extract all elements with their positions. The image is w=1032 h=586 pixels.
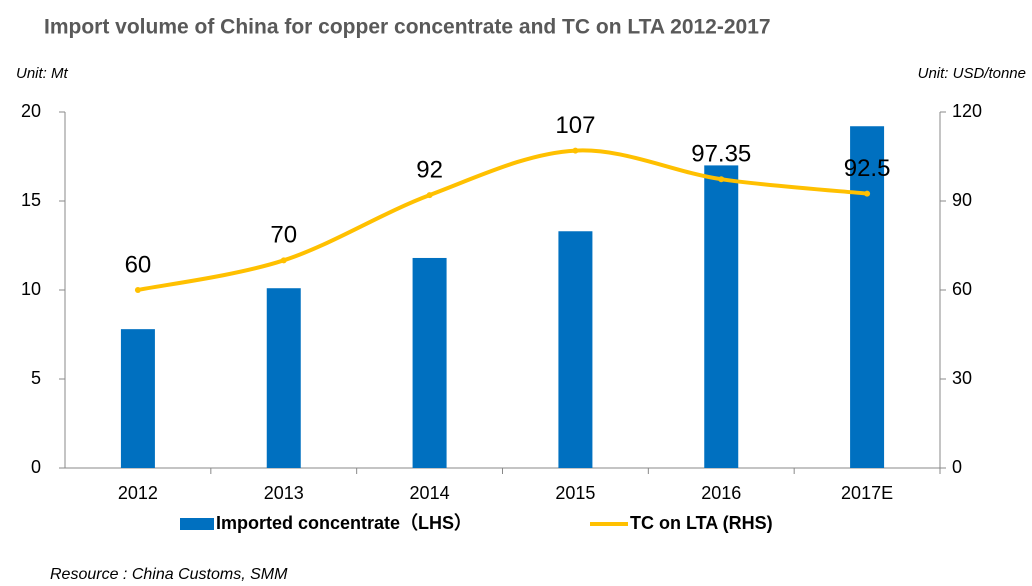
data-label: 70 bbox=[270, 222, 297, 249]
bar bbox=[120, 329, 155, 468]
y-tick-label: 10 bbox=[21, 279, 41, 299]
line-point bbox=[572, 147, 579, 154]
y2-tick-label: 90 bbox=[952, 190, 972, 210]
data-label: 107 bbox=[555, 112, 595, 139]
y2-axis-label: Unit: USD/tonne bbox=[918, 65, 1026, 82]
bar bbox=[266, 288, 301, 468]
bar bbox=[850, 126, 885, 469]
line-point bbox=[864, 190, 871, 197]
x-tick-label: 2015 bbox=[555, 483, 595, 503]
y2-tick-label: 0 bbox=[952, 457, 962, 477]
chart-title: Import volume of China for copper concen… bbox=[44, 16, 771, 39]
legend-label: TC on LTA (RHS) bbox=[630, 513, 773, 533]
data-label: 92.5 bbox=[844, 155, 891, 182]
data-label: 92 bbox=[416, 156, 443, 183]
line-point bbox=[280, 257, 287, 264]
source-note: Resource : China Customs, SMM bbox=[50, 566, 288, 583]
data-label: 97.35 bbox=[691, 141, 751, 168]
bar bbox=[558, 231, 593, 468]
x-tick-label: 2017E bbox=[841, 483, 893, 503]
y2-tick-label: 60 bbox=[952, 279, 972, 299]
y-tick-label: 15 bbox=[21, 190, 41, 210]
x-tick-label: 2014 bbox=[410, 483, 450, 503]
y-axis-label: Unit: Mt bbox=[16, 65, 69, 82]
x-tick-label: 2013 bbox=[264, 483, 304, 503]
line-point bbox=[134, 287, 141, 293]
bar bbox=[412, 257, 447, 468]
legend-label: Imported concentrate（LHS） bbox=[216, 513, 472, 533]
bar bbox=[704, 165, 739, 468]
y-tick-label: 20 bbox=[21, 101, 41, 121]
line bbox=[137, 148, 868, 292]
y2-tick-label: 30 bbox=[952, 368, 972, 388]
line-point bbox=[718, 176, 725, 183]
legend-swatch bbox=[180, 518, 214, 530]
y-tick-label: 5 bbox=[31, 368, 41, 388]
x-tick-label: 2016 bbox=[701, 483, 741, 503]
y-tick-label: 0 bbox=[31, 457, 41, 477]
x-tick-label: 2012 bbox=[118, 483, 158, 503]
data-label: 60 bbox=[125, 251, 152, 278]
y2-tick-label: 120 bbox=[952, 101, 982, 121]
line-point bbox=[426, 192, 433, 199]
